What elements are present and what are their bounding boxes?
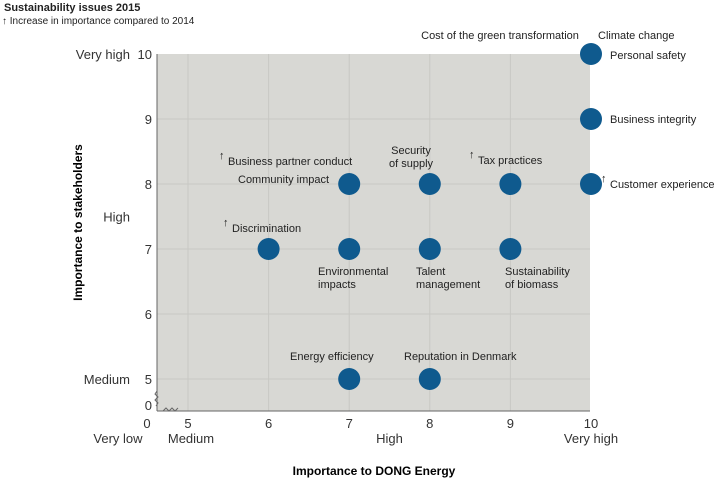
chart-subtitle: ↑ Increase in importance compared to 201… xyxy=(2,16,194,27)
point-label: Reputation in Denmark xyxy=(404,351,517,363)
chart-title: Sustainability issues 2015 xyxy=(4,2,141,14)
y-tick-label: 9 xyxy=(145,112,152,127)
point-label: Discrimination xyxy=(232,223,301,235)
data-point xyxy=(338,368,361,390)
point-label: Personal safety xyxy=(610,50,686,62)
x-tick-label: 6 xyxy=(265,416,272,431)
x-axis-title: Importance to DONG Energy xyxy=(293,464,456,478)
point-label: Environmental impacts xyxy=(318,266,388,291)
data-point xyxy=(338,238,361,260)
x-tick-label: 0 xyxy=(143,416,150,431)
arrow-up-icon: ↑ xyxy=(601,173,607,185)
data-point xyxy=(499,173,522,195)
data-point xyxy=(580,43,602,65)
x-tick-label: 5 xyxy=(184,416,191,431)
x-category-label: Very high xyxy=(564,431,618,446)
y-tick-label: 6 xyxy=(145,307,152,322)
point-label: Tax practices xyxy=(478,155,543,167)
data-point xyxy=(418,173,441,195)
data-point xyxy=(418,368,441,390)
x-tick-label: 9 xyxy=(507,416,514,431)
data-point xyxy=(580,173,602,195)
point-label: Cost of the green transformation xyxy=(421,30,579,42)
data-point xyxy=(418,238,441,260)
point-label: Energy efficiency xyxy=(290,351,374,363)
point-label: Community impact xyxy=(238,174,329,186)
point-label: Business partner conduct xyxy=(228,156,352,168)
y-axis-title: Importance to stakeholders xyxy=(71,144,85,301)
x-category-label: Medium xyxy=(168,431,214,446)
x-category-label: High xyxy=(376,431,403,446)
subtitle-text: Increase in importance compared to 2014 xyxy=(9,16,195,27)
point-label: Customer experience xyxy=(610,179,715,191)
data-point xyxy=(580,108,602,130)
y-tick-label: 0 xyxy=(145,398,152,413)
x-tick-label: 8 xyxy=(426,416,433,431)
x-category-label: Very low xyxy=(93,431,143,446)
x-tick-label: 10 xyxy=(584,416,598,431)
y-tick-label: 7 xyxy=(145,242,152,257)
point-label: Security of supply xyxy=(389,145,434,170)
y-tick-label: 10 xyxy=(138,47,152,62)
y-category-label: High xyxy=(103,210,130,225)
arrow-up-icon: ↑ xyxy=(219,150,225,162)
point-label: Business integrity xyxy=(610,114,697,126)
point-label: Talent management xyxy=(416,266,480,291)
point-label: Sustainability of biomass xyxy=(505,266,570,291)
data-point xyxy=(499,238,522,260)
arrow-up-icon: ↑ xyxy=(469,149,475,161)
point-label: Climate change xyxy=(598,30,674,42)
plot-background xyxy=(157,54,590,411)
axis-break-mark xyxy=(154,390,179,412)
x-tick-label: 7 xyxy=(346,416,353,431)
y-category-label: Very high xyxy=(76,47,130,62)
y-tick-label: 8 xyxy=(145,177,152,192)
arrow-up-icon: ↑ xyxy=(223,217,229,229)
arrow-up-icon: ↑ xyxy=(2,16,7,27)
y-category-label: Medium xyxy=(84,372,130,387)
data-point xyxy=(338,173,361,195)
y-tick-label: 5 xyxy=(145,372,152,387)
data-point xyxy=(257,238,280,260)
